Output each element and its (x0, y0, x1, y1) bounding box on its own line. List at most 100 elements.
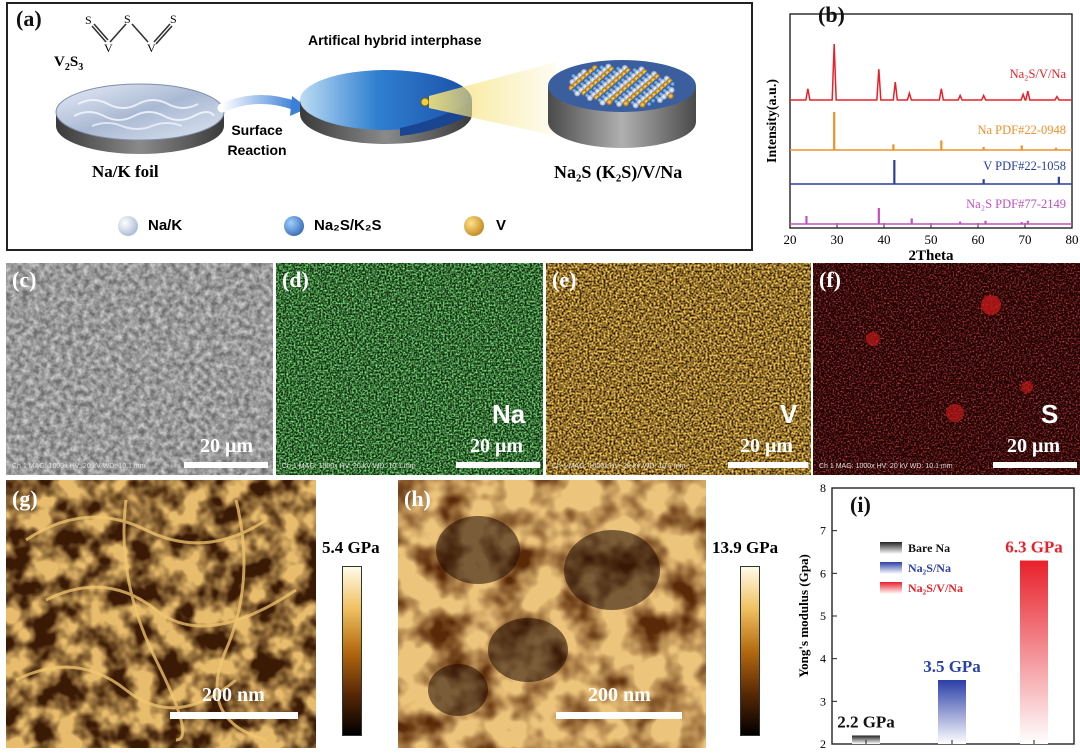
product-label: Na₂S (K₂S)/V/Na (554, 162, 683, 182)
v2s3-molecule (91, 23, 173, 45)
panel-c-sem-image: (c) 20 μm Ch 1 MAG: 1000x HV: 20 kV WD: … (6, 263, 273, 475)
bar (1020, 560, 1048, 744)
scale-text: 200 nm (588, 684, 651, 706)
series-label: V PDF#22-1058 (983, 159, 1066, 173)
legend-swatch (880, 542, 902, 554)
molecule-atom: S (85, 13, 92, 27)
panel-f-s-map: (f) S 20 μm Ch 1 MAG: 1000x HV: 20 kV WD… (813, 263, 1080, 475)
atom-sphere (669, 81, 676, 87)
na-k-foil-disc (55, 83, 225, 154)
molecule-atom: S (124, 12, 131, 26)
panel-g-afm-image: (g) 200 nm (6, 480, 316, 748)
molecule-atom: V (147, 41, 156, 55)
x-axis-label: 2Theta (909, 248, 955, 262)
atom-sphere (656, 97, 663, 103)
panel-e-v-map: (e) V 20 μm Ch 1 MAG: 1000x HV: 20 kV WD… (546, 263, 811, 475)
atom-sphere (606, 99, 613, 105)
scale-text: 20 μm (200, 435, 253, 457)
atom-sphere (667, 93, 674, 99)
atom-sphere (632, 102, 639, 109)
xrd-chart: 20 30 40 50 60 70 80 2Theta Intensity(a.u.) Na₂S/… (765, 13, 1079, 264)
atom-sphere (616, 101, 623, 107)
image-meta: Ch 1 MAG: 1000x HV: 20 kV WD: 10.1 mm (552, 463, 686, 470)
scale-text: 20 μm (1007, 435, 1060, 457)
molecule-atom: V (104, 41, 113, 55)
y-tick-label: 8 (820, 481, 826, 495)
scale-bar (993, 462, 1077, 468)
arrow-label-line-2: Reaction (227, 142, 287, 158)
panel-a-schematic: S V S V S V2S3 (54, 12, 696, 154)
panel-d-na-map: (d) Na 20 μm Ch 1 MAG: 1000x HV: 20 kV W… (276, 263, 543, 475)
atom-sphere (639, 101, 646, 108)
panel-h-label: (h) (404, 486, 431, 511)
element-v-label: V (780, 399, 798, 429)
surface-reaction-label: Surface Reaction (222, 120, 292, 160)
colorbar-h (740, 566, 760, 736)
image-meta: Ch 1 MAG: 1000x HV: 20 kV WD: 10.1 mm (819, 463, 953, 470)
legend-swatch (880, 562, 902, 574)
atom-sphere (650, 97, 657, 104)
atom-sphere (660, 93, 667, 100)
xrd-series-line (790, 43, 1072, 101)
legend-label: Na₂S/Na (908, 561, 951, 575)
panel-e-label: (e) (552, 267, 577, 292)
legend-na-k-label: Na/K (148, 217, 183, 234)
scale-text: 20 μm (470, 435, 523, 457)
s-eds-texture (813, 263, 1080, 475)
series-label: Na PDF#22-0948 (977, 123, 1066, 137)
afm-g-texture (6, 480, 316, 748)
bar (852, 735, 880, 744)
x-tick-label: 60 (972, 232, 985, 247)
panel-h-afm-image: (h) 200 nm (398, 480, 706, 748)
y-tick-label: 3 (820, 694, 826, 708)
atom-sphere (586, 95, 593, 101)
scale-bar (728, 462, 808, 468)
x-tick-label: 70 (1019, 232, 1032, 247)
scale-bar (556, 712, 682, 719)
reaction-arrow (217, 94, 308, 116)
foil-label: Na/K foil (92, 162, 159, 181)
bar-value-label: 2.2 GPa (837, 712, 895, 731)
arrow-label-line-1: Surface (231, 122, 283, 138)
x-tick-label: 50 (925, 232, 938, 247)
panel-a: S V S V S V2S3 (6, 2, 753, 251)
element-s-label: S (1041, 399, 1059, 429)
y-axis-label: Intensity(a.u.) (765, 79, 780, 163)
panel-c-label: (c) (12, 267, 37, 292)
afm-h-texture (398, 480, 706, 748)
legend-swatch (880, 582, 902, 594)
panel-a-legend: Na/K Na₂S/K₂S V (118, 212, 718, 242)
bar (938, 680, 966, 744)
legend-v-label: V (496, 217, 507, 234)
scale-text: 20 μm (740, 435, 793, 457)
bar-value-label: 3.5 GPa (923, 657, 981, 676)
y-tick-label: 2 (820, 737, 826, 751)
legend-label: Bare Na (908, 541, 950, 555)
atom-sphere (622, 100, 629, 107)
bar-value-label: 6.3 GPa (1005, 538, 1063, 557)
x-tick-label: 40 (878, 232, 891, 247)
atom-sphere (574, 90, 581, 97)
v-ball-icon (464, 216, 484, 236)
scale-bar (170, 712, 298, 719)
colorbar-g (342, 566, 362, 736)
interphase-title: Artifical hybrid interphase (308, 32, 482, 48)
scale-bar (184, 462, 268, 468)
image-meta: Ch 1 MAG: 1000x HV: 20 kV WD: 10.1 mm (12, 463, 146, 470)
panel-d-label: (d) (282, 267, 309, 292)
panel-i-label: (i) (850, 492, 871, 517)
atom-sphere (646, 101, 653, 107)
na-k-ball-icon (118, 216, 138, 236)
colorbar-g-max: 5.4 GPa (322, 538, 380, 557)
series-label: Na₂S/V/Na (1010, 67, 1067, 81)
na2s-k2s-ball-icon (284, 216, 304, 236)
legend-na2s-k2s-label: Na₂S/K₂S (314, 217, 382, 234)
zoom-beam (429, 62, 556, 136)
panel-f-label: (f) (819, 267, 841, 292)
panel-i: 2 3 4 5 6 7 8 Yong's modulus (Gpa) 2.2 GPa 3.5 GP… (788, 478, 1080, 751)
panel-b-label: (b) (818, 2, 845, 27)
na-eds-texture (276, 263, 543, 475)
panel-g-label: (g) (12, 486, 38, 511)
y-tick-label: 4 (820, 652, 826, 666)
atom-sphere (599, 99, 606, 106)
